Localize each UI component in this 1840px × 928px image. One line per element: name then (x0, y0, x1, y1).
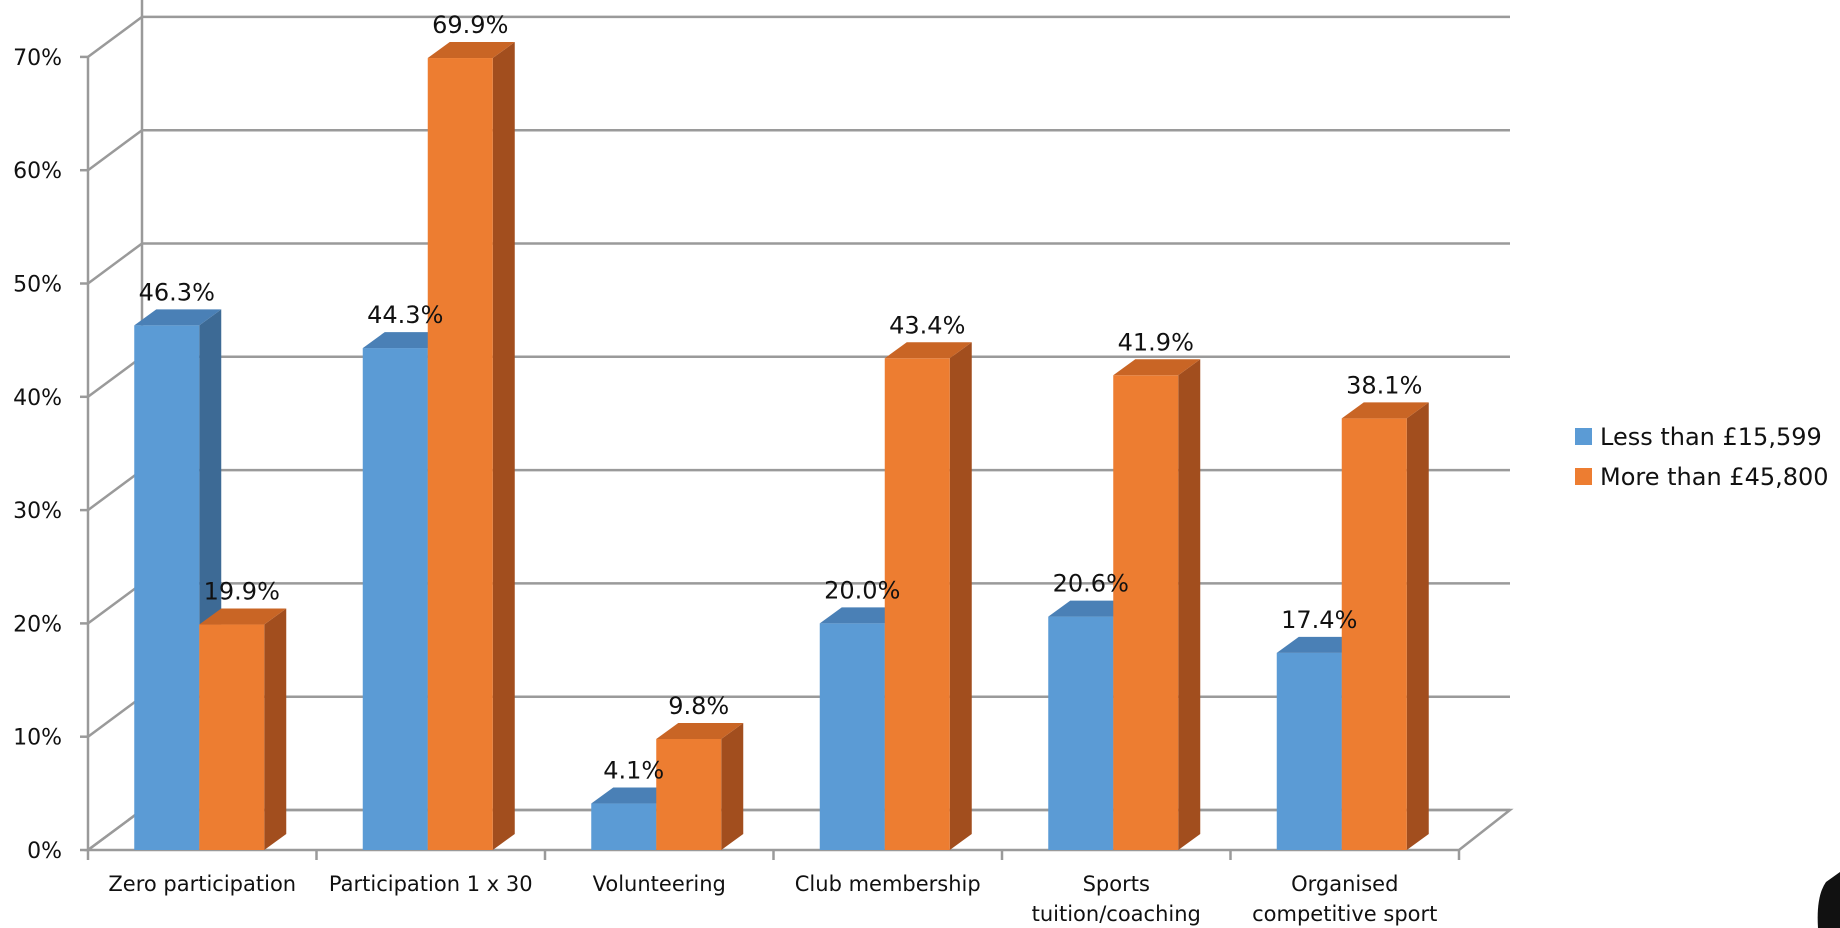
x-category-label: Sports (1083, 872, 1150, 896)
y-tick-label: 60% (13, 159, 62, 184)
bar-low-income (134, 325, 200, 850)
gridline-side (87, 355, 143, 398)
x-category-label: Zero participation (108, 872, 296, 896)
bar-low-income (1276, 652, 1342, 850)
y-tick-label: 10% (13, 726, 62, 751)
bar-high-income (427, 58, 493, 850)
bar-side-high-income (949, 342, 972, 850)
data-label: 4.1% (603, 757, 664, 785)
bar-top-high-income (656, 722, 744, 739)
gridline-side (87, 469, 143, 512)
bar-side-high-income (721, 722, 744, 850)
bar-low-income (1048, 616, 1114, 850)
data-label: 19.9% (204, 578, 280, 606)
gridline-side (87, 242, 143, 285)
gridline-side (87, 695, 143, 738)
y-tick-label: 30% (13, 499, 62, 524)
legend-label: More than £45,800 (1600, 463, 1829, 491)
data-label: 69.9% (432, 11, 508, 39)
x-category-label: Volunteering (593, 872, 726, 896)
bar-low-income (591, 803, 657, 850)
bar-side-high-income (492, 42, 515, 850)
legend: Less than £15,599 More than £45,800 (1575, 423, 1829, 491)
y-tick-label: 0% (27, 839, 62, 864)
data-label: 41.9% (1118, 328, 1194, 356)
axis-layer: 0% 10% 20% 30% 40% 50% 60% 70% Zero participatio… (13, 0, 1461, 926)
data-label: 20.6% (1053, 570, 1129, 598)
data-label: 44.3% (367, 301, 443, 329)
bar-low-income (362, 348, 428, 850)
bar-top-high-income (199, 608, 287, 625)
x-category-label: Organised (1291, 872, 1398, 896)
y-tick-label: 70% (13, 46, 62, 71)
bar-high-income (1113, 375, 1179, 850)
bar-top-high-income (1341, 402, 1429, 419)
x-category-label: competitive sport (1252, 902, 1437, 926)
data-label: 20.0% (824, 576, 900, 604)
y-tick-label: 20% (13, 612, 62, 637)
x-category-label: Participation 1 x 30 (329, 872, 533, 896)
gridline-side (87, 582, 143, 625)
bar-high-income (1341, 418, 1407, 850)
gridline-side (87, 15, 143, 58)
legend-swatch (1575, 468, 1592, 485)
bar-side-high-income (264, 608, 287, 850)
bar-side-high-income (1178, 359, 1201, 850)
data-label: 38.1% (1346, 371, 1422, 399)
bar-low-income (819, 623, 885, 850)
x-category-label: Club membership (795, 872, 981, 896)
data-label: 43.4% (889, 311, 965, 339)
data-label: 9.8% (668, 692, 729, 720)
corner-logo-fragment (1817, 872, 1840, 928)
gridline-side (87, 129, 143, 172)
bar-high-income (884, 358, 950, 850)
bars-layer (134, 42, 1429, 850)
bar-top-high-income (427, 42, 515, 59)
bar-high-income (656, 738, 722, 850)
bar-side-high-income (1406, 402, 1429, 850)
y-tick-label: 50% (13, 273, 62, 298)
data-label: 46.3% (139, 278, 215, 306)
bar-top-high-income (1113, 359, 1201, 376)
bar-top-low-income (134, 309, 222, 326)
y-tick-label: 40% (13, 386, 62, 411)
bar-top-high-income (884, 342, 972, 359)
bar-high-income (199, 624, 265, 850)
legend-label: Less than £15,599 (1600, 423, 1822, 451)
legend-swatch (1575, 428, 1592, 445)
data-labels-layer: 46.3% 19.9% 44.3% 69.9% 4.1% 9.8% 20.0% 43.4% 20… (139, 11, 1423, 785)
x-category-label: tuition/coaching (1032, 902, 1201, 926)
data-label: 17.4% (1281, 606, 1357, 634)
